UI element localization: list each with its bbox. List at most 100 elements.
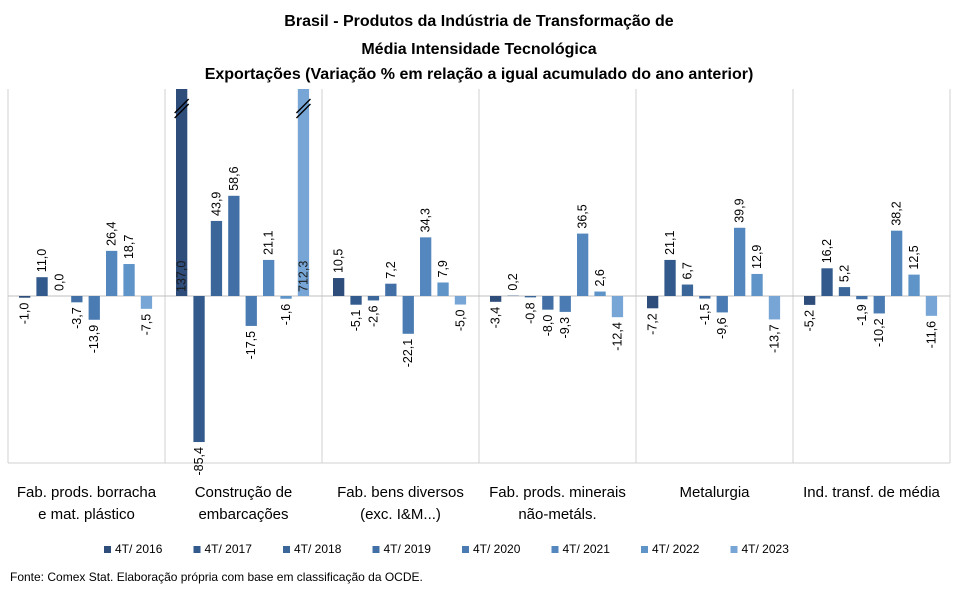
- chart-title-line-2: Média Intensidade Tecnológica: [361, 41, 597, 58]
- data-label: 21,1: [663, 231, 677, 255]
- data-label: -5,1: [349, 310, 363, 332]
- data-label: 12,5: [907, 245, 921, 269]
- axis-break-mark: [174, 98, 190, 114]
- data-label: 43,9: [209, 192, 223, 216]
- bar: [19, 296, 31, 298]
- bar: [88, 296, 100, 320]
- bar: [36, 277, 48, 296]
- bar: [821, 268, 833, 296]
- data-label: -3,4: [489, 307, 503, 329]
- legend-label: 4T/ 2016: [115, 542, 163, 556]
- data-label: 7,2: [384, 261, 398, 278]
- data-label: 137,0: [175, 261, 189, 292]
- legend-label: 4T/ 2023: [742, 542, 790, 556]
- bar: [664, 259, 676, 296]
- data-label: 12,9: [750, 245, 764, 269]
- legend-swatch: [104, 546, 111, 553]
- bar: [647, 296, 659, 309]
- legend-label: 4T/ 2020: [473, 542, 521, 556]
- bar: [804, 296, 816, 305]
- category-label: Fab. prods. minerais: [489, 484, 626, 501]
- bar: [176, 89, 188, 296]
- bar: [891, 230, 903, 296]
- bar: [71, 296, 83, 303]
- bar: [333, 278, 345, 296]
- bar: [751, 273, 763, 296]
- data-label: -10,2: [872, 318, 886, 347]
- legend-swatch: [551, 546, 559, 553]
- data-label: 58,6: [227, 166, 241, 190]
- data-label: 36,5: [576, 204, 590, 228]
- data-label: -5,0: [453, 310, 467, 332]
- data-label: 0,2: [506, 273, 520, 290]
- bar: [925, 296, 938, 316]
- bar: [838, 287, 851, 296]
- bar: [437, 282, 449, 296]
- bar: [681, 284, 694, 296]
- bar: [594, 291, 606, 296]
- bar: [577, 233, 589, 296]
- data-label: -9,3: [558, 317, 572, 339]
- data-label: -12,4: [610, 322, 624, 351]
- data-label: -7,2: [646, 313, 660, 335]
- data-label: -7,5: [139, 314, 153, 336]
- bar: [297, 89, 310, 296]
- data-label: -8,0: [541, 315, 555, 337]
- bar: [228, 195, 240, 296]
- data-label: 712,3: [296, 261, 310, 292]
- bar: [280, 296, 292, 299]
- data-label: -1,5: [698, 304, 712, 326]
- category-label: Ind. transf. de média: [803, 484, 940, 501]
- category-label: Metalurgia: [679, 484, 750, 501]
- bar: [140, 296, 153, 309]
- legend-label: 4T/ 2018: [294, 542, 342, 556]
- bar: [490, 296, 502, 302]
- data-label: -22,1: [401, 339, 415, 368]
- legend-swatch: [730, 546, 738, 553]
- bar: [542, 296, 554, 310]
- data-label: 11,0: [35, 249, 49, 272]
- legend-label: 4T/ 2022: [652, 542, 700, 556]
- legend-swatch: [283, 546, 290, 553]
- bar: [106, 250, 118, 296]
- axis-break-mark: [295, 98, 311, 114]
- bar: [193, 296, 205, 443]
- legend-swatch: [193, 546, 201, 553]
- data-label: 21,1: [262, 231, 276, 255]
- data-label: 18,7: [122, 235, 136, 259]
- bar: [210, 220, 223, 296]
- axis-break-mark: [174, 103, 190, 119]
- data-label: 6,7: [680, 262, 694, 279]
- bar: [350, 296, 362, 305]
- category-label: (exc. I&M...): [360, 506, 441, 523]
- source-note: Fonte: Comex Stat. Elaboração própria co…: [10, 570, 423, 584]
- category-label: Fab. bens diversos: [337, 484, 464, 501]
- data-label: -3,7: [70, 307, 84, 329]
- category-label: e mat. plástico: [38, 506, 135, 523]
- data-label: 2,6: [593, 269, 607, 286]
- legend-label: 4T/ 2017: [205, 542, 253, 556]
- data-label: -1,6: [279, 304, 293, 326]
- legend-label: 4T/ 2019: [384, 542, 432, 556]
- data-label: -9,6: [715, 317, 729, 339]
- data-label: -1,9: [855, 304, 869, 326]
- data-label: 26,4: [105, 221, 119, 245]
- data-label: -2,6: [366, 305, 380, 327]
- bar: [245, 296, 257, 326]
- legend-swatch: [462, 546, 469, 553]
- legend-label: 4T/ 2021: [563, 542, 611, 556]
- bar: [873, 296, 885, 314]
- bar: [524, 296, 537, 298]
- bar: [856, 296, 868, 300]
- bar: [454, 296, 467, 305]
- axis-break-mark: [295, 103, 311, 119]
- bar: [716, 296, 728, 313]
- bar: [768, 296, 781, 320]
- data-label: -1,0: [18, 303, 32, 325]
- category-label: embarcações: [198, 506, 288, 523]
- data-label: -85,4: [192, 447, 206, 476]
- bar: [420, 237, 432, 296]
- data-label: -0,8: [523, 302, 537, 324]
- bar: [611, 296, 624, 318]
